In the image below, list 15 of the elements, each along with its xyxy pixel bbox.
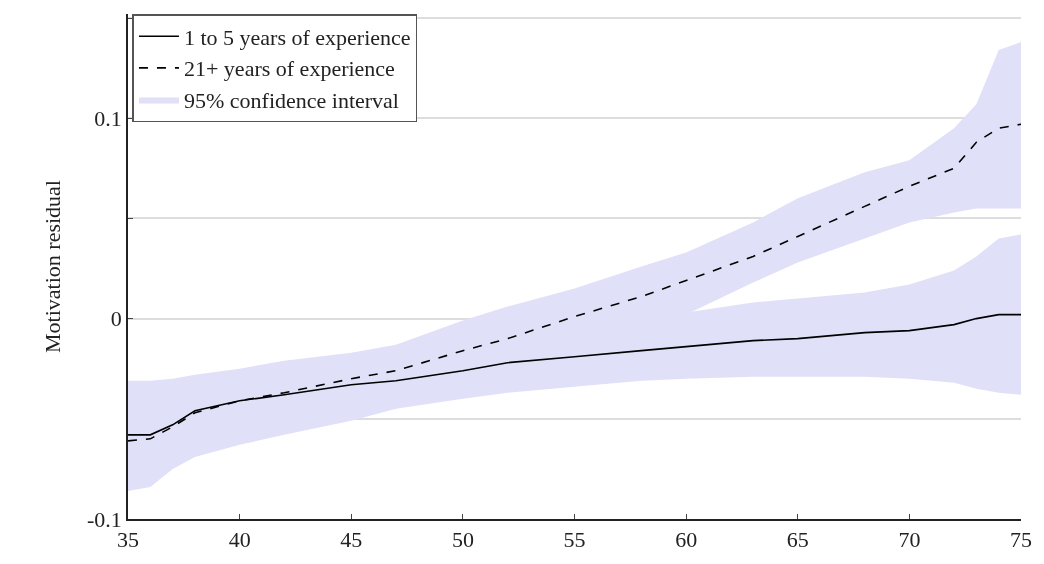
legend-label: 21+ years of experience [183,56,395,82]
x-tick-label: 45 [340,527,363,553]
x-tick-label: 55 [563,527,586,553]
line-series [128,123,1021,442]
x-tick-label: 50 [451,527,474,553]
x-tick-label: 60 [675,527,698,553]
legend-label: 1 to 5 years of experience [183,24,411,50]
x-tick-label: 65 [786,527,809,553]
x-tick-label: 75 [1010,527,1032,553]
y-axis-title: Motivation residual [40,180,66,353]
legend-label: 95% confidence interval [183,88,399,114]
x-tick-label: 70 [898,527,921,553]
y-tick-label: 0.1 [94,105,122,131]
y-tick-label: 0 [110,306,122,332]
x-tick-label: 40 [228,527,251,553]
